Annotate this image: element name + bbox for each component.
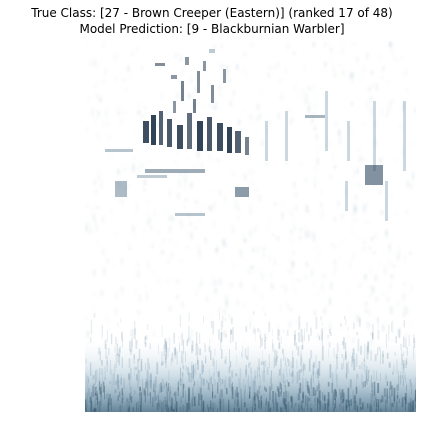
low-frequency-band (85, 341, 416, 412)
spectrogram-image (85, 41, 416, 412)
model-prediction-title: Model Prediction: [9 - Blackburnian Warb… (79, 22, 345, 36)
spectrogram-noise (85, 41, 416, 346)
spectrogram-strokes (105, 49, 406, 221)
low-frequency-noise (85, 311, 416, 412)
true-class-title: True Class: [27 - Brown Creeper (Eastern… (31, 6, 393, 20)
